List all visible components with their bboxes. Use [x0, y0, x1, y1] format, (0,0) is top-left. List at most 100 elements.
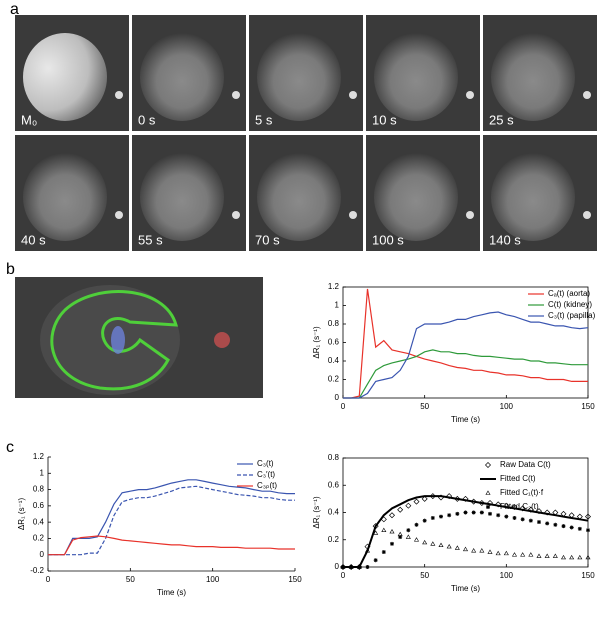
- marker: [373, 558, 378, 563]
- x-tick-label: 0: [46, 575, 51, 584]
- tile-label: 55 s: [138, 232, 163, 247]
- x-tick-label: 0: [341, 402, 346, 411]
- x-tick-label: 150: [581, 402, 595, 411]
- marker: [527, 506, 534, 513]
- marker: [544, 509, 551, 516]
- marker: [553, 522, 558, 527]
- marker: [577, 554, 583, 560]
- series-line: [343, 311, 589, 399]
- x-tick-label: 100: [500, 402, 514, 411]
- marker: [413, 498, 420, 505]
- marker: [439, 514, 443, 519]
- marker: [479, 548, 485, 553]
- x-tick-label: 100: [500, 571, 514, 580]
- marker: [446, 493, 453, 500]
- y-tick-label: 0.4: [33, 517, 45, 526]
- x-tick-label: 50: [126, 575, 135, 584]
- marker: [462, 495, 469, 502]
- marker: [503, 502, 510, 509]
- marker: [398, 535, 403, 540]
- marker: [406, 528, 411, 533]
- y-tick-label: 1: [335, 301, 340, 310]
- marker: [520, 552, 526, 557]
- y-tick-label: 0: [335, 562, 340, 571]
- kidney: [491, 33, 575, 121]
- y-tick-label: 0: [335, 393, 340, 402]
- marker: [341, 565, 345, 569]
- y-tick-label: 0.6: [328, 480, 340, 489]
- vessel: [349, 91, 357, 99]
- marker: [488, 511, 492, 516]
- kidney: [374, 33, 458, 121]
- marker: [536, 553, 542, 558]
- marker: [528, 552, 534, 557]
- marker: [504, 514, 509, 519]
- marker: [520, 517, 525, 522]
- marker: [471, 548, 477, 553]
- marker: [447, 513, 452, 518]
- marker: [487, 499, 493, 506]
- legend-marker: [485, 490, 491, 495]
- panel-label: b: [6, 261, 15, 278]
- marker: [519, 505, 526, 512]
- marker: [511, 504, 518, 511]
- marker: [577, 526, 582, 531]
- marker: [381, 550, 386, 555]
- y-tick-label: 0.8: [33, 485, 45, 494]
- marker: [421, 495, 428, 502]
- y-tick-label: 1.2: [33, 452, 45, 461]
- marker: [496, 513, 501, 518]
- marker: [585, 513, 591, 520]
- marker: [422, 518, 427, 523]
- y-axis-label: ΔR₁ (s⁻¹): [312, 496, 321, 529]
- marker: [585, 554, 591, 560]
- y-tick-label: 0.4: [328, 508, 340, 517]
- marker: [560, 554, 567, 560]
- vessel: [349, 211, 357, 219]
- kidney: [23, 33, 107, 121]
- tile-label: 40 s: [21, 232, 46, 247]
- y-tick-label: 0.4: [328, 356, 340, 365]
- y-tick-label: 1.2: [328, 282, 340, 291]
- legend-label: Fitted C(t): [500, 474, 536, 483]
- vessel: [466, 91, 474, 99]
- marker: [495, 550, 501, 556]
- legend-label: C₃′(t): [257, 470, 275, 479]
- y-tick-label: 0.2: [328, 375, 340, 384]
- marker: [544, 553, 550, 558]
- x-tick-label: 150: [288, 575, 302, 584]
- legend-label: Raw Data C(t): [500, 460, 551, 469]
- kidney: [257, 153, 341, 241]
- kidney: [257, 33, 341, 121]
- marker: [569, 525, 574, 530]
- marker: [569, 554, 575, 560]
- vessel: [583, 91, 591, 99]
- x-tick-label: 0: [341, 571, 346, 580]
- tile-label: 5 s: [255, 112, 273, 127]
- x-tick-label: 50: [420, 402, 429, 411]
- tile-label: 10 s: [372, 112, 397, 127]
- y-tick-label: 0.6: [328, 338, 340, 347]
- marker: [454, 545, 460, 550]
- legend-label: Fitted C₁(t)·f: [500, 488, 544, 497]
- x-tick-label: 150: [581, 571, 595, 580]
- marker: [364, 548, 371, 553]
- kidney: [140, 153, 224, 241]
- tile-label: M₀: [21, 112, 37, 127]
- aorta-roi: [214, 332, 230, 348]
- marker: [537, 520, 541, 525]
- marker: [381, 527, 387, 533]
- series-line: [48, 535, 295, 556]
- y-tick-label: 0: [40, 550, 45, 559]
- series-line: [48, 485, 295, 556]
- papilla-roi: [111, 326, 125, 354]
- marker: [430, 515, 435, 520]
- vessel: [583, 211, 591, 219]
- series-line: [343, 495, 589, 568]
- marker: [357, 565, 362, 569]
- y-tick-label: 0.6: [33, 501, 45, 510]
- y-tick-label: 0.2: [328, 535, 340, 544]
- legend-label: C(t) (kidney): [548, 300, 592, 309]
- kidney: [491, 153, 575, 241]
